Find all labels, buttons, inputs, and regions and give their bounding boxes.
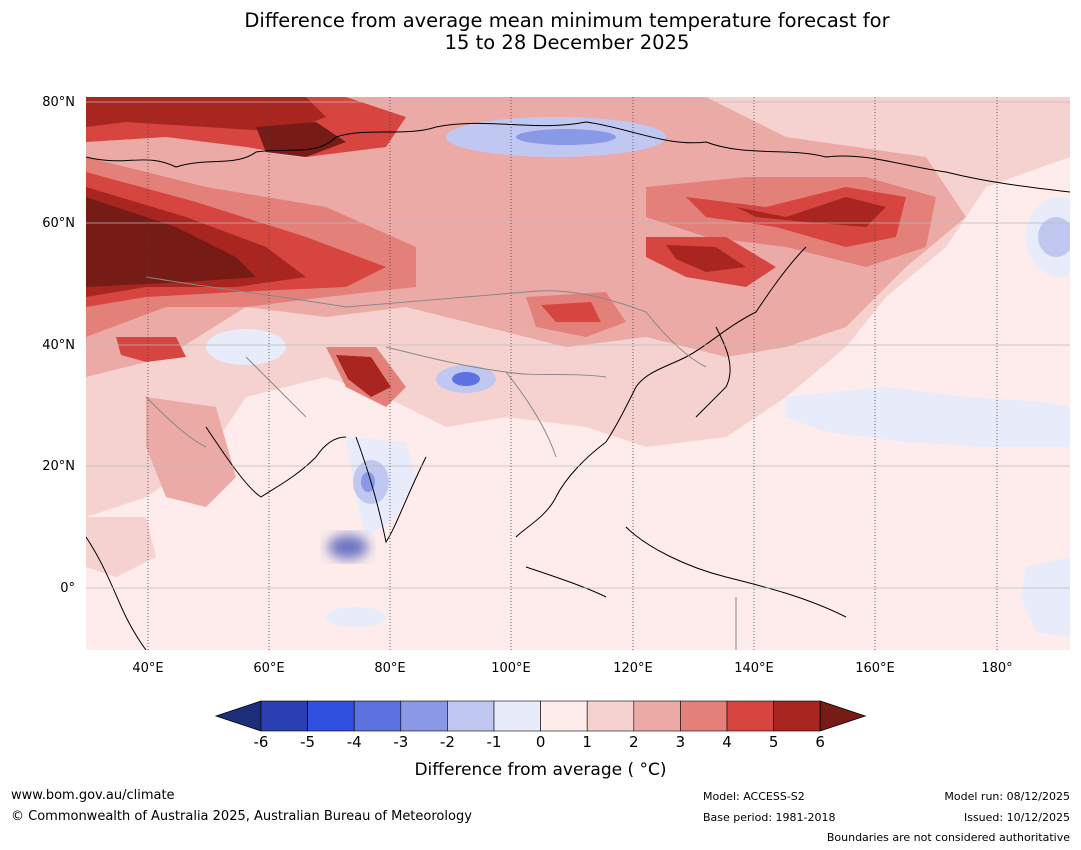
colorbar-tick-label: 2 [629,733,639,751]
lat-label-0: 0° [60,581,75,596]
map-canvas [86,97,1070,650]
lon-label-160e: 160°E [855,661,895,676]
lon-label-60e: 60°E [253,661,285,676]
colorbar-cell [726,700,774,732]
colorbar-cell [586,700,635,732]
forecast-map [86,97,1070,650]
coastlines [86,121,1070,650]
longitude-lines [147,97,998,650]
lon-label-120e: 120°E [613,661,653,676]
model-run-date: Model run: 08/12/2025 [944,790,1070,803]
lat-label-20n: 20°N [42,459,75,474]
colorbar-tick-label: -1 [486,733,502,751]
colorbar-tick-label: -6 [253,733,269,751]
colorbar-tick-label: 5 [768,733,779,751]
colorbar-tick-label: -2 [439,733,455,751]
lon-label-180: 180° [981,661,1013,676]
colorbar-tick-label: -3 [393,733,409,751]
colorbar [214,700,867,732]
colorbar-cell [680,700,728,732]
colorbar-cell [400,700,448,732]
colorbar-tick-label: 3 [675,733,686,751]
boundaries-disclaimer: Boundaries are not considered authoritat… [826,831,1070,844]
colorbar-cell [307,700,355,732]
model-name: Model: ACCESS-S2 [703,790,805,803]
colorbar-tick-label: 1 [582,733,592,751]
base-period: Base period: 1981-2018 [703,811,836,824]
copyright-text: © Commonwealth of Australia 2025, Austra… [11,809,472,824]
anomaly-shading [86,97,1070,637]
map-title: Difference from average mean minimum tem… [0,10,1081,54]
colorbar-tick-label: 4 [722,733,732,751]
website-link[interactable]: www.bom.gov.au/climate [11,788,175,803]
lat-label-40n: 40°N [42,338,75,353]
lon-label-140e: 140°E [734,661,774,676]
lon-label-100e: 100°E [491,661,531,676]
colorbar-cell [773,700,821,732]
colorbar-tick-label: -5 [300,733,316,751]
colorbar-title: Difference from average ( °C) [414,760,667,780]
title-line-1: Difference from average mean minimum tem… [244,9,890,32]
lon-label-80e: 80°E [374,661,406,676]
colorbar-tick-label: 6 [815,733,825,751]
lat-label-80n: 80°N [42,95,75,110]
colorbar-cell [540,700,588,732]
colorbar-cell [447,700,495,732]
issued-date: Issued: 10/12/2025 [963,811,1070,824]
lon-label-40e: 40°E [132,661,164,676]
latitude-lines [86,101,1070,589]
colorbar-cell [353,700,402,732]
title-line-2: 15 to 28 December 2025 [444,31,690,54]
colorbar-extend-low [214,700,262,732]
lat-label-60n: 60°N [42,216,75,231]
colorbar-cell [493,700,541,732]
colorbar-tick-label: 0 [535,733,546,751]
colorbar-tick-label: -4 [346,733,362,751]
colorbar-extend-high [819,700,867,732]
colorbar-cell [633,700,681,732]
colorbar-cell [260,700,308,732]
